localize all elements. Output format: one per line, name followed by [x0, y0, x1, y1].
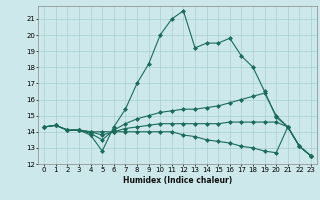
- X-axis label: Humidex (Indice chaleur): Humidex (Indice chaleur): [123, 176, 232, 185]
